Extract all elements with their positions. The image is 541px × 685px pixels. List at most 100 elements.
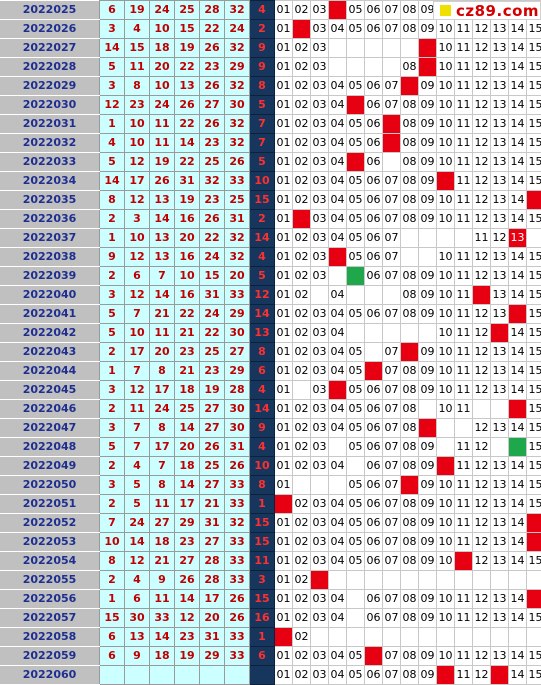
red-ball-6: 33 bbox=[225, 533, 250, 552]
blue-distribution-cell-08: 08 bbox=[401, 58, 419, 77]
blue-distribution-cell-03: 03 bbox=[311, 115, 329, 134]
red-ball-6: 26 bbox=[225, 590, 250, 609]
blue-distribution-cell-05 bbox=[347, 58, 365, 77]
blue-distribution-cell-08: 08 bbox=[401, 286, 419, 305]
blue-distribution-cell-15 bbox=[527, 514, 541, 533]
blue-distribution-cell-02: 02 bbox=[293, 343, 311, 362]
red-ball-3: 10 bbox=[150, 20, 175, 39]
red-ball-4 bbox=[175, 666, 200, 685]
blue-distribution-cell-15: 15 bbox=[527, 172, 541, 191]
blue-distribution-cell-06 bbox=[365, 324, 383, 343]
blue-distribution-cell-09: 09 bbox=[419, 343, 437, 362]
blue-distribution-cell-07: 07 bbox=[383, 419, 401, 438]
blue-distribution-cell-02: 02 bbox=[293, 495, 311, 514]
blue-distribution-cell-04: 04 bbox=[329, 552, 347, 571]
issue-number: 2022050 bbox=[0, 476, 100, 495]
blue-distribution-cell-01: 01 bbox=[275, 267, 293, 286]
blue-distribution-cell-02: 02 bbox=[293, 77, 311, 96]
blue-distribution-cell-13: 13 bbox=[491, 476, 509, 495]
blue-distribution-cell-07: 07 bbox=[383, 552, 401, 571]
blue-distribution-cell-15 bbox=[527, 533, 541, 552]
blue-distribution-cell-15: 15 bbox=[527, 362, 541, 381]
red-ball-3: 19 bbox=[150, 153, 175, 172]
blue-distribution-cell-04: 04 bbox=[329, 134, 347, 153]
blue-distribution-cell-14: 14 bbox=[509, 286, 527, 305]
blue-distribution-cell-11: 11 bbox=[455, 77, 473, 96]
blue-distribution-cell-15: 15 bbox=[527, 210, 541, 229]
blue-distribution-cell-13: 13 bbox=[491, 590, 509, 609]
blue-distribution-cell-09 bbox=[419, 229, 437, 248]
blue-distribution-cell-03: 03 bbox=[311, 267, 329, 286]
blue-distribution-cell-10: 10 bbox=[437, 495, 455, 514]
blue-distribution-cell-13: 13 bbox=[491, 153, 509, 172]
blue-distribution-cell-12 bbox=[473, 571, 491, 590]
logo-square-icon bbox=[440, 5, 451, 16]
blue-ball: 9 bbox=[250, 39, 275, 58]
red-ball-4: 22 bbox=[175, 115, 200, 134]
red-ball-3: 13 bbox=[150, 229, 175, 248]
issue-number: 2022034 bbox=[0, 172, 100, 191]
blue-distribution-cell-13: 13 bbox=[491, 191, 509, 210]
blue-distribution-cell-11 bbox=[455, 571, 473, 590]
blue-distribution-cell-11: 11 bbox=[455, 267, 473, 286]
site-logo[interactable]: cz89.com bbox=[433, 1, 541, 20]
red-ball-1: 4 bbox=[100, 134, 125, 153]
blue-distribution-cell-03: 03 bbox=[311, 514, 329, 533]
blue-distribution-cell-11: 11 bbox=[455, 666, 473, 685]
red-ball-3: 13 bbox=[150, 191, 175, 210]
blue-distribution-cell-02: 02 bbox=[293, 590, 311, 609]
blue-distribution-cell-11 bbox=[455, 628, 473, 647]
blue-distribution-cell-08: 08 bbox=[401, 609, 419, 628]
red-ball-6: 26 bbox=[225, 153, 250, 172]
red-ball-6 bbox=[225, 666, 250, 685]
issue-number: 2022043 bbox=[0, 343, 100, 362]
blue-distribution-cell-12: 12 bbox=[473, 533, 491, 552]
blue-ball: 10 bbox=[250, 457, 275, 476]
blue-distribution-cell-12: 12 bbox=[473, 58, 491, 77]
red-ball-4: 27 bbox=[175, 552, 200, 571]
red-ball-1: 1 bbox=[100, 590, 125, 609]
blue-distribution-cell-02: 02 bbox=[293, 419, 311, 438]
red-ball-3: 18 bbox=[150, 533, 175, 552]
red-ball-3: 7 bbox=[150, 267, 175, 286]
blue-distribution-cell-08: 08 bbox=[401, 419, 419, 438]
blue-distribution-cell-13: 13 bbox=[491, 210, 509, 229]
blue-distribution-cell-08: 08 bbox=[401, 1, 419, 20]
red-ball-6: 32 bbox=[225, 1, 250, 20]
blue-distribution-cell-06: 06 bbox=[365, 153, 383, 172]
blue-distribution-cell-02: 02 bbox=[293, 39, 311, 58]
blue-distribution-cell-14: 13 bbox=[509, 229, 527, 248]
red-ball-2: 17 bbox=[125, 172, 150, 191]
blue-distribution-cell-03: 03 bbox=[311, 191, 329, 210]
red-ball-2: 10 bbox=[125, 134, 150, 153]
red-ball-4: 23 bbox=[175, 343, 200, 362]
red-ball-4: 13 bbox=[175, 77, 200, 96]
blue-distribution-cell-15: 15 bbox=[527, 495, 541, 514]
issue-number: 2022026 bbox=[0, 20, 100, 39]
blue-distribution-cell-04: 04 bbox=[329, 210, 347, 229]
blue-distribution-cell-13: 13 bbox=[491, 286, 509, 305]
blue-distribution-cell-04: 04 bbox=[329, 20, 347, 39]
red-ball-6: 33 bbox=[225, 495, 250, 514]
blue-distribution-cell-03 bbox=[311, 286, 329, 305]
red-ball-4: 14 bbox=[175, 476, 200, 495]
blue-ball: 14 bbox=[250, 305, 275, 324]
blue-distribution-cell-12: 12 bbox=[473, 514, 491, 533]
blue-distribution-cell-10 bbox=[437, 628, 455, 647]
blue-distribution-cell-14: 14 bbox=[509, 362, 527, 381]
red-ball-6: 26 bbox=[225, 457, 250, 476]
red-ball-4: 14 bbox=[175, 590, 200, 609]
red-ball-3: 11 bbox=[150, 115, 175, 134]
blue-distribution-cell-06: 06 bbox=[365, 552, 383, 571]
blue-distribution-cell-15: 15 bbox=[527, 286, 541, 305]
blue-distribution-cell-02: 02 bbox=[293, 628, 311, 647]
red-ball-5 bbox=[200, 666, 225, 685]
blue-distribution-cell-10 bbox=[437, 419, 455, 438]
blue-distribution-cell-06: 06 bbox=[365, 229, 383, 248]
blue-distribution-cell-05: 05 bbox=[347, 514, 365, 533]
red-ball-3: 9 bbox=[150, 571, 175, 590]
blue-distribution-cell-01: 01 bbox=[275, 438, 293, 457]
red-ball-1: 8 bbox=[100, 191, 125, 210]
